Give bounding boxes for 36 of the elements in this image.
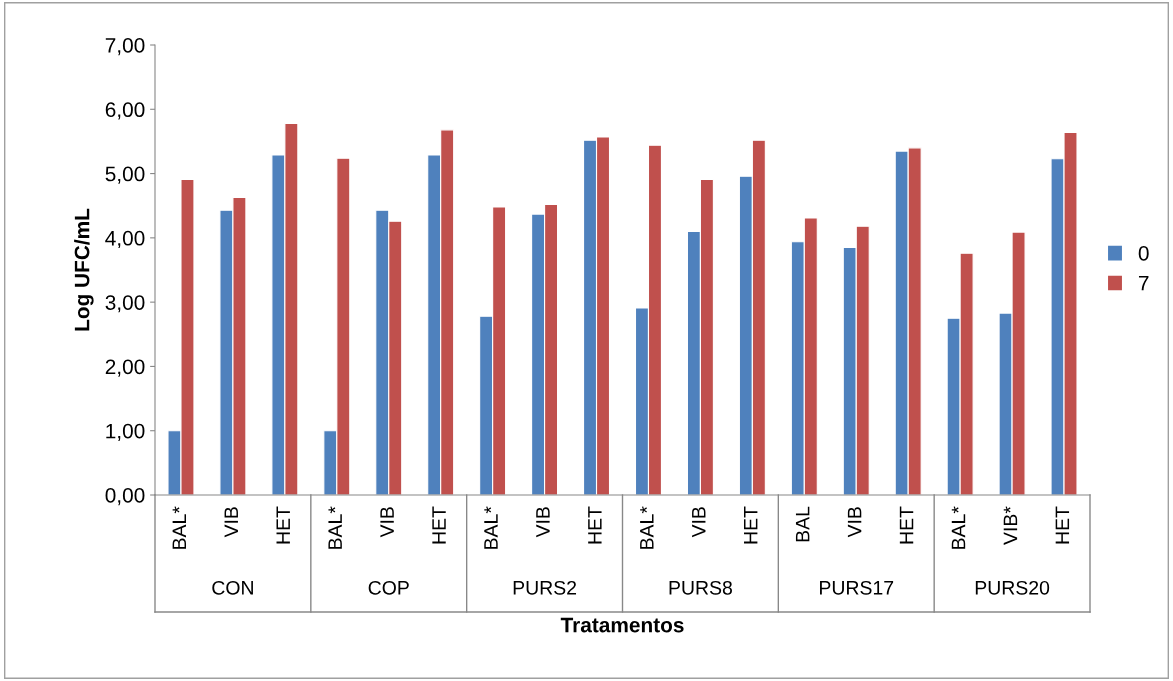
y-tick-label: 2,00 — [105, 359, 145, 377]
x-tick-label: VIB* — [1003, 506, 1018, 545]
x-tick-label: HET — [899, 506, 914, 544]
x-tick-label: BAL* — [172, 506, 186, 549]
x-tick-label: BAL* — [640, 506, 654, 549]
x-tick-label: BAL* — [484, 506, 498, 549]
x-tick-label: BAL — [795, 506, 810, 542]
x-tick-label: HET — [1055, 506, 1070, 544]
y-tick-label: 1,00 — [106, 423, 145, 441]
text: CON — [212, 580, 253, 595]
y-axis-title: Log UFC/mL — [74, 208, 94, 331]
text: PURS17 — [820, 580, 894, 595]
x-tick-label: HET — [432, 506, 446, 544]
y-tick-label: 3,00 — [105, 295, 145, 313]
text: COP — [368, 580, 409, 595]
text: PURS2 — [513, 580, 577, 595]
y-tick-label: 7,00 — [105, 38, 145, 56]
x-tick-label: VIB — [536, 507, 550, 538]
x-tick-label: HET — [276, 506, 290, 544]
x-tick-label: HET — [588, 506, 602, 544]
text: PURS8 — [669, 580, 732, 595]
x-tick-label: HET — [744, 506, 758, 544]
legend-label: 0 — [1138, 245, 1149, 261]
text: PURS20 — [975, 580, 1050, 595]
x-axis-title: Tratamentos — [560, 617, 684, 633]
y-tick-label: 5,00 — [105, 166, 145, 184]
x-tick-label: BAL* — [951, 506, 966, 549]
y-tick-label: 4,00 — [105, 230, 145, 249]
x-tick-label: BAL* — [328, 506, 342, 549]
y-tick-label: 6,00 — [105, 102, 145, 120]
legend-label: 7 — [1138, 275, 1149, 291]
x-tick-label: VIB — [380, 507, 394, 538]
y-tick-label: 0,00 — [105, 488, 145, 506]
x-tick-label: VIB — [847, 507, 862, 538]
x-tick-label: VIB — [224, 507, 238, 538]
x-tick-label: VIB — [692, 507, 706, 538]
